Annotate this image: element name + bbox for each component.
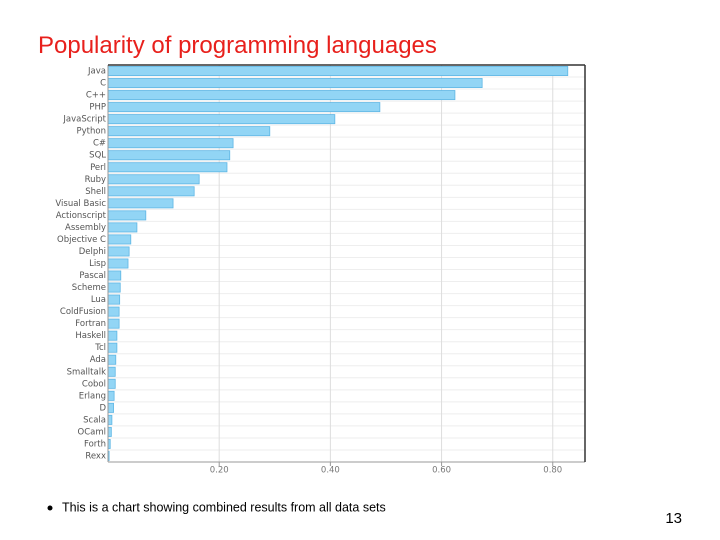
chart: 0.20 0.40 0.60 0.80 Java C C++ PHP JavaScript Pyt…	[55, 64, 586, 476]
y-tick-label: Assembly	[65, 223, 106, 233]
bar	[107, 138, 234, 149]
bar	[107, 234, 132, 245]
bar	[107, 378, 116, 389]
bar	[107, 306, 120, 317]
bar	[107, 246, 130, 257]
bar	[107, 354, 117, 365]
bar	[107, 126, 271, 137]
bar	[107, 114, 336, 125]
y-tick-label: Ruby	[85, 175, 106, 185]
bar	[107, 270, 122, 281]
y-tick-label: Actionscript	[56, 211, 107, 221]
y-tick-label: PHP	[89, 103, 106, 113]
y-tick-label: SQL	[89, 151, 106, 161]
bullet-text: This is a chart showing combined results…	[62, 500, 386, 514]
y-tick-label: Fortran	[75, 319, 106, 329]
bar	[107, 330, 118, 341]
bar	[107, 342, 118, 353]
y-tick-label: ColdFusion	[60, 307, 106, 317]
y-tick-label: Visual Basic	[55, 199, 106, 209]
y-tick-label: Haskell	[75, 331, 106, 341]
bar	[107, 318, 120, 329]
y-tick-label: Lisp	[89, 259, 106, 269]
y-tick-label: C	[100, 79, 106, 89]
bar	[107, 426, 112, 437]
y-tick-label: Scala	[83, 415, 106, 425]
y-tick-label: C++	[86, 91, 106, 101]
y-tick-label: JavaScript	[62, 115, 106, 125]
bar	[107, 150, 231, 161]
y-tick-label: Java	[87, 67, 106, 77]
y-tick-label: Erlang	[79, 391, 106, 401]
y-tick-label: Python	[77, 127, 106, 137]
bullet-dot	[47, 505, 53, 511]
y-tick-label: Lua	[91, 295, 106, 305]
y-tick-label: Rexx	[85, 451, 106, 461]
page-number: 13	[665, 510, 682, 527]
x-tick-label: 0.40	[321, 466, 340, 476]
y-tick-label: Scheme	[72, 283, 106, 293]
y-tick-label: Ada	[90, 355, 106, 365]
bar	[107, 222, 138, 233]
bar	[107, 282, 121, 293]
x-tick-label: 0.60	[432, 466, 451, 476]
y-tick-label: Smalltalk	[67, 367, 107, 377]
y-tick-label: Perl	[90, 163, 106, 173]
y-tick-label: D	[99, 403, 106, 413]
y-tick-label: Forth	[84, 439, 106, 449]
y-tick-label: Cobol	[82, 379, 106, 389]
bar	[107, 390, 115, 401]
bar	[107, 66, 569, 76]
y-tick-label: Objective C	[57, 235, 106, 245]
slide-title: Popularity of programming languages	[38, 32, 437, 59]
y-tick-label: OCaml	[78, 427, 106, 437]
bar	[107, 366, 116, 377]
y-tick-label: C#	[93, 139, 106, 149]
bar	[107, 186, 195, 197]
bar	[107, 198, 174, 209]
bar	[107, 90, 456, 101]
x-tick-label: 0.20	[210, 466, 229, 476]
bar	[107, 78, 483, 89]
bar	[107, 162, 228, 173]
bar	[107, 210, 147, 221]
bar	[107, 258, 129, 269]
bar	[107, 102, 381, 113]
y-tick-label: Delphi	[79, 247, 106, 257]
y-tick-label: Pascal	[79, 271, 106, 281]
bar	[107, 402, 114, 413]
bar	[107, 294, 121, 305]
bar	[107, 414, 113, 425]
y-tick-label: Tcl	[94, 343, 106, 353]
bar	[107, 174, 200, 185]
y-tick-label: Shell	[85, 187, 106, 197]
x-tick-label: 0.80	[543, 466, 562, 476]
